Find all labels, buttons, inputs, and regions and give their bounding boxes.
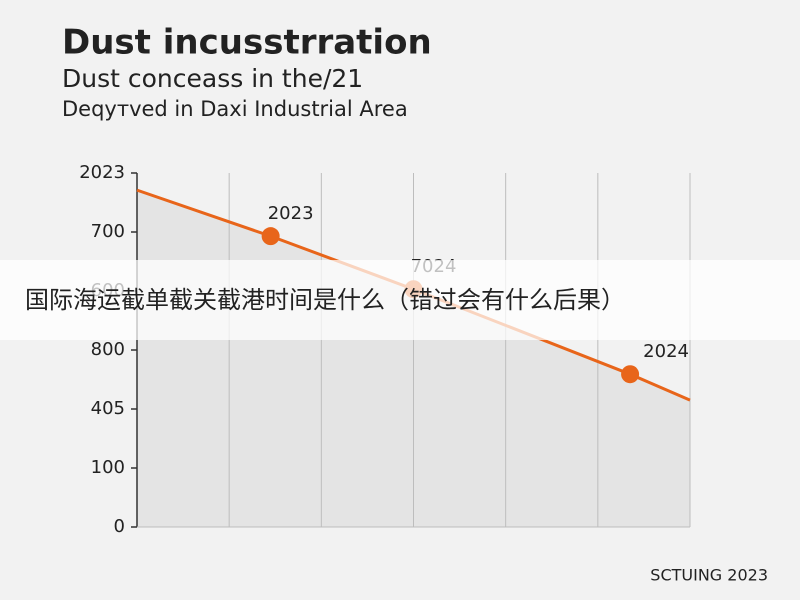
- y-tick-label: 2023: [79, 162, 125, 183]
- y-tick-label: 405: [91, 398, 125, 419]
- banner-background: [0, 260, 800, 340]
- y-tick-label: 0: [114, 516, 125, 537]
- chart-caption: Deqутved in Daxi Industrial Area: [62, 97, 408, 121]
- chart-title: Dust incusstrration: [62, 23, 432, 63]
- footer: SCTUING 2023: [650, 566, 768, 585]
- banner-text: 国际海运截单截关截港时间是什么（错过会有什么后果）: [25, 286, 625, 314]
- point-label: 2023: [268, 203, 314, 224]
- point-label: 2024: [643, 341, 689, 362]
- chart-subtitle: Dust conceass in the/21: [62, 64, 363, 93]
- y-tick-label: 700: [91, 221, 125, 242]
- y-tick-label: 100: [91, 457, 125, 478]
- y-tick-label: 800: [91, 339, 125, 360]
- point: [621, 365, 640, 384]
- point: [261, 227, 280, 246]
